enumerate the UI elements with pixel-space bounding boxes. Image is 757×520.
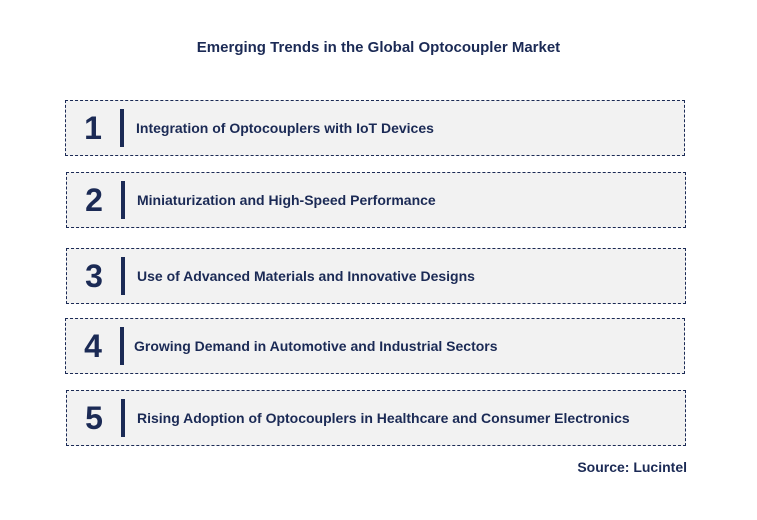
trend-item-1: 1 Integration of Optocouplers with IoT D… [65,100,685,156]
trend-item-5: 5 Rising Adoption of Optocouplers in Hea… [66,390,686,446]
source-credit: Source: Lucintel [577,459,687,475]
trend-number: 2 [85,181,103,218]
trend-item-4: 4 Growing Demand in Automotive and Indus… [65,318,685,374]
diagram-title: Emerging Trends in the Global Optocouple… [196,39,561,56]
trend-label: Integration of Optocouplers with IoT Dev… [136,120,434,136]
trend-divider [121,399,125,437]
trend-label: Growing Demand in Automotive and Industr… [134,338,498,354]
trend-item-3: 3 Use of Advanced Materials and Innovati… [66,248,686,304]
trend-item-2: 2 Miniaturization and High-Speed Perform… [66,172,686,228]
trend-label: Rising Adoption of Optocouplers in Healt… [137,410,630,426]
trend-label: Use of Advanced Materials and Innovative… [137,268,475,284]
trend-divider [120,109,124,147]
trend-number: 3 [85,257,103,294]
trend-number: 1 [84,109,102,146]
trend-number: 4 [84,327,102,364]
trend-label: Miniaturization and High-Speed Performan… [137,192,436,208]
trend-number: 5 [85,399,103,436]
trend-divider [121,257,125,295]
trend-divider [120,327,124,365]
trend-divider [121,181,125,219]
